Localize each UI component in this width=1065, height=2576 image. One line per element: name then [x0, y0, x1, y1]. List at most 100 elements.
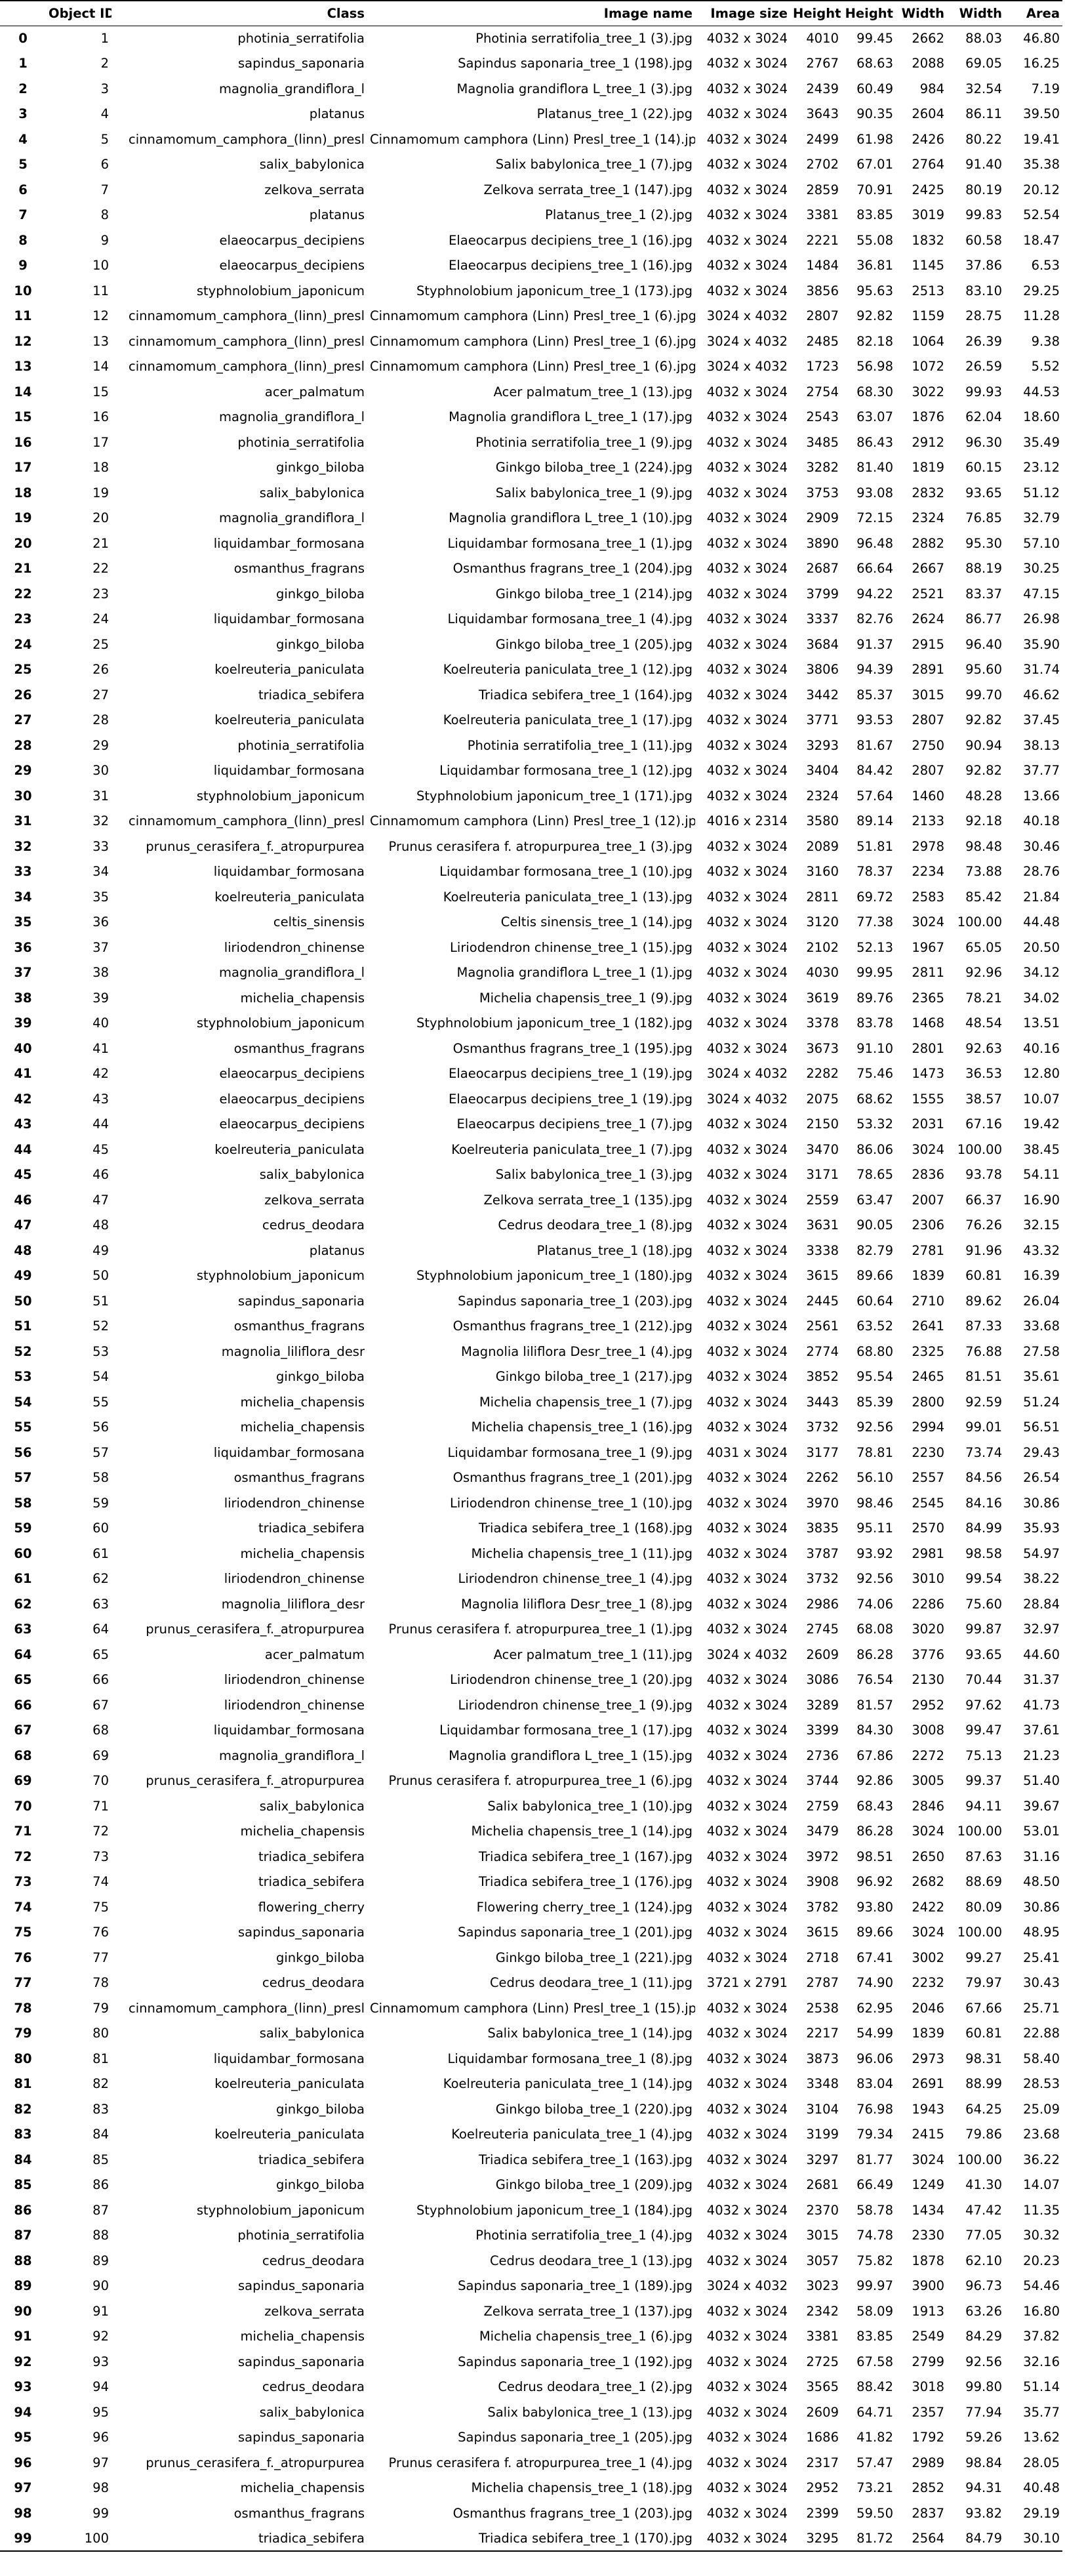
width-px-cell: 2232: [912, 1975, 944, 1991]
area-cell: 47.15: [1023, 586, 1060, 602]
width-px-cell: 2750: [912, 737, 944, 753]
class-cell: prunus_cerasifera_f._atropurpurea: [146, 1622, 365, 1637]
object-id-cell: 29: [92, 737, 109, 753]
table-row: 57 58 osmanthus_fragrans Osmanthus fragrans…: [0, 1465, 1062, 1491]
height-pct-cell: 81.40: [856, 460, 893, 476]
row-index: 92: [14, 2354, 32, 2369]
area-cell: 33.68: [1023, 1319, 1060, 1334]
image-name-cell: Platanus_tree_1 (18).jpg: [536, 1242, 693, 1258]
height-px-cell: 3631: [806, 1217, 839, 1233]
image-name-cell: Michelia chapensis_tree_1 (7).jpg: [479, 1394, 693, 1410]
image-size-cell: 4032 x 3024: [706, 2177, 788, 2193]
image-name-cell: Salix babylonica_tree_1 (3).jpg: [495, 1167, 693, 1183]
area-cell: 11.35: [1023, 2202, 1060, 2218]
row-index: 40: [14, 1040, 32, 1056]
height-pct-cell: 74.06: [856, 1596, 893, 1612]
table-row: 51 52 osmanthus_fragrans Osmanthus fragrans…: [0, 1314, 1062, 1339]
row-index: 10: [14, 283, 32, 298]
width-pct-cell: 26.59: [965, 359, 1002, 375]
image-size-cell: 4032 x 3024: [706, 56, 788, 72]
width-px-cell: 2846: [912, 1798, 944, 1814]
image-name-cell: Michelia chapensis_tree_1 (14).jpg: [471, 1824, 693, 1839]
height-px-cell: 2759: [806, 1798, 839, 1814]
image-size-cell: 4032 x 3024: [706, 2152, 788, 2167]
width-px-cell: 1792: [912, 2430, 944, 2445]
table-row: 16 17 photinia_serratifolia Photinia serrat…: [0, 430, 1062, 455]
row-index: 51: [14, 1319, 32, 1334]
table-row: 13 14 cinnamomum_camphora_(linn)_presl Cinn…: [0, 354, 1062, 380]
width-px-cell: 2564: [896, 2525, 947, 2552]
width-px-cell: 1460: [912, 788, 944, 804]
height-pct-cell: 55.08: [856, 232, 893, 248]
width-px-cell: 2549: [912, 2329, 944, 2344]
image-name-cell: Cedrus deodara_tree_1 (2).jpg: [498, 2379, 693, 2395]
object-id-cell: 16: [92, 409, 109, 425]
object-id-cell: 27: [92, 687, 109, 703]
area-cell: 5.52: [1031, 359, 1060, 375]
table-row: 48 49 platanus Platanus_tree_1 (18).jpg 4032…: [0, 1238, 1062, 1263]
table-row: 67 68 liquidambar_formosana Liquidambar for…: [0, 1718, 1062, 1744]
image-size-cell: 4032 x 3024: [706, 232, 788, 248]
row-index: 13: [14, 359, 32, 375]
height-pct-cell: 92.56: [856, 1571, 893, 1587]
image-size-cell: 4032 x 3024: [706, 1217, 788, 1233]
image-size-cell: 4032 x 3024: [706, 838, 788, 854]
area-cell: 29.25: [1023, 283, 1060, 298]
area-cell: 16.25: [1023, 56, 1060, 72]
class-cell: zelkova_serrata: [264, 182, 365, 197]
class-cell: platanus: [309, 207, 365, 223]
width-pct-cell: 95.30: [965, 535, 1002, 551]
height-px-cell: 4030: [806, 965, 839, 981]
area-cell: 13.62: [1023, 2430, 1060, 2445]
area-cell: 20.50: [1023, 939, 1060, 955]
width-pct-cell: 85.42: [965, 889, 1002, 905]
width-px-cell: 2007: [912, 1192, 944, 1208]
object-id-cell: 60: [92, 1521, 109, 1536]
width-px-cell: 2650: [912, 1849, 944, 1864]
area-cell: 38.45: [1023, 1141, 1060, 1157]
object-id-cell: 36: [92, 914, 109, 930]
width-pct-cell: 80.19: [965, 182, 1002, 197]
height-px-cell: 3684: [806, 636, 839, 652]
height-pct-cell: 78.65: [856, 1167, 893, 1183]
row-index: 7: [18, 207, 28, 223]
width-px-cell: 1145: [912, 258, 944, 274]
object-id-cell: 23: [92, 586, 109, 602]
width-pct-cell: 60.15: [965, 460, 1002, 476]
width-pct-cell: 62.10: [965, 2253, 1002, 2268]
width-pct-cell: 76.26: [965, 1217, 1002, 1233]
height-pct-cell: 86.06: [856, 1141, 893, 1157]
width-px-cell: 2521: [912, 586, 944, 602]
image-name-cell: Liriodendron chinense_tree_1 (9).jpg: [458, 1697, 693, 1713]
height-pct-cell: 68.08: [856, 1622, 893, 1637]
row-index: 41: [14, 1066, 32, 1082]
object-id-cell: 90: [92, 2278, 109, 2294]
col-header-width-pct: Width: [947, 0, 1005, 26]
area-cell: 48.95: [1023, 1925, 1060, 1940]
row-index: 50: [14, 1293, 32, 1309]
table-row: 49 50 styphnolobium_japonicum Styphnolobium…: [0, 1263, 1062, 1289]
area-cell: 28.76: [1023, 864, 1060, 880]
image-name-cell: Sapindus saponaria_tree_1 (201).jpg: [458, 1925, 693, 1940]
object-id-cell: 33: [92, 838, 109, 854]
height-px-cell: 2445: [806, 1293, 839, 1309]
height-pct-cell: 58.09: [856, 2303, 893, 2319]
height-px-cell: 2342: [806, 2303, 839, 2319]
row-index: 89: [14, 2278, 32, 2294]
area-cell: 56.51: [1023, 1420, 1060, 1435]
image-name-cell: Elaeocarpus decipiens_tree_1 (19).jpg: [449, 1066, 693, 1082]
row-index: 58: [14, 1495, 32, 1511]
object-id-cell: 40: [92, 1015, 109, 1031]
width-px-cell: 2978: [912, 838, 944, 854]
class-cell: zelkova_serrata: [264, 2303, 365, 2319]
image-size-cell: 4032 x 3024: [706, 561, 788, 577]
width-pct-cell: 26.39: [965, 333, 1002, 349]
class-cell: liquidambar_formosana: [213, 611, 365, 627]
row-index: 36: [14, 939, 32, 955]
image-size-cell: 4032 x 3024: [706, 1470, 788, 1486]
table-row: 88 89 cedrus_deodara Cedrus deodara_tree_1 …: [0, 2248, 1062, 2274]
image-name-cell: Salix babylonica_tree_1 (9).jpg: [495, 485, 693, 501]
image-size-cell: 4032 x 3024: [706, 81, 788, 96]
table-row: 61 62 liriodendron_chinense Liriodendron ch…: [0, 1566, 1062, 1592]
